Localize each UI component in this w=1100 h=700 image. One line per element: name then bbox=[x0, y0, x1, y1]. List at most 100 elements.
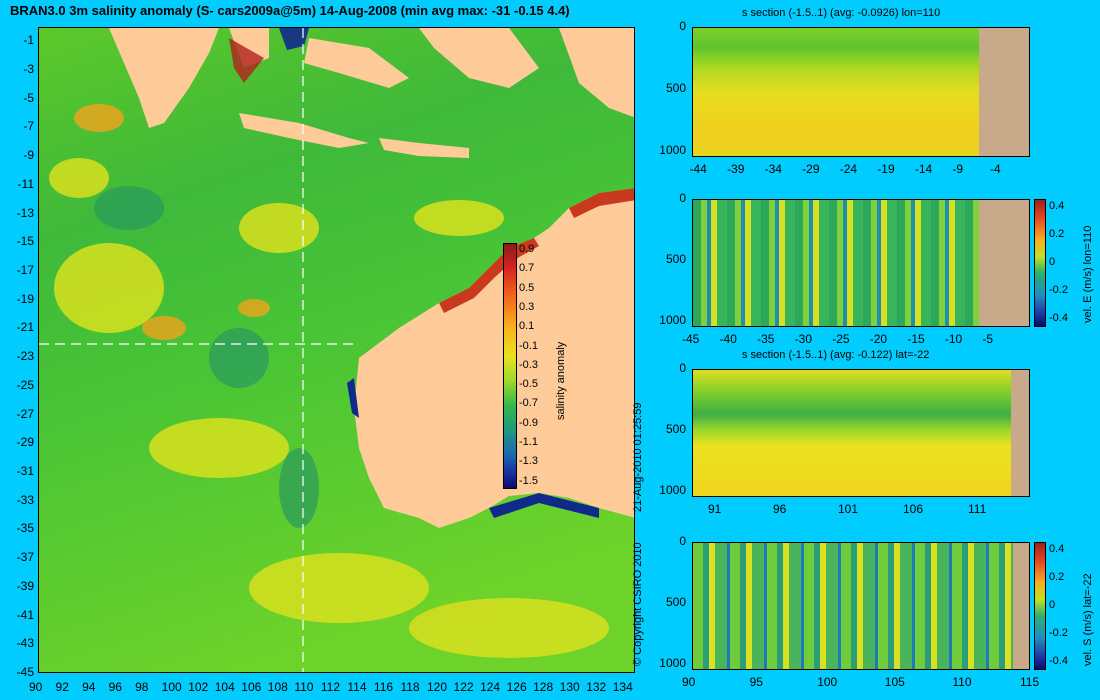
land-mask bbox=[979, 200, 1029, 326]
section-y-tick: 1000 bbox=[659, 312, 686, 327]
lat-tick-label: -3 bbox=[23, 62, 34, 77]
lat-tick-label: -43 bbox=[16, 636, 34, 651]
colorbar-tick-label: -0.7 bbox=[519, 397, 538, 410]
lat-tick-label: -5 bbox=[23, 90, 34, 105]
salinity-colorbar bbox=[503, 243, 517, 489]
lat-tick-label: -19 bbox=[16, 291, 34, 306]
section-x-tick: 100 bbox=[817, 675, 838, 689]
section-x-tick: -19 bbox=[877, 162, 895, 176]
velocity-colorbar-tick: 0 bbox=[1049, 256, 1056, 268]
lat-tick-label: -37 bbox=[16, 550, 34, 565]
lon-tick-label: 102 bbox=[188, 680, 209, 694]
section-x-tick: -34 bbox=[764, 162, 782, 176]
section-x-tick: 105 bbox=[884, 675, 905, 689]
lon-tick-label: 92 bbox=[55, 680, 69, 694]
lon-tick-label: 126 bbox=[506, 680, 527, 694]
section-y-tick: 1000 bbox=[659, 142, 686, 157]
velocity-colorbar bbox=[1034, 199, 1046, 327]
lon-tick-label: 90 bbox=[29, 680, 43, 694]
lon-tick-label: 104 bbox=[214, 680, 235, 694]
colorbar-tick-label: -1.5 bbox=[519, 474, 538, 487]
salinity-map-svg bbox=[39, 28, 634, 672]
lat-tick-label: -21 bbox=[16, 320, 34, 335]
section-y-tick: 0 bbox=[679, 19, 686, 33]
copyright: © Copyright CSIRO 2010 bbox=[632, 542, 644, 666]
lon-tick-label: 132 bbox=[586, 680, 607, 694]
lon-tick-label: 124 bbox=[480, 680, 501, 694]
section-x-tick: 106 bbox=[903, 502, 924, 516]
lon-tick-label: 128 bbox=[533, 680, 554, 694]
section-x-tick: -10 bbox=[944, 332, 963, 346]
lat-tick-label: -25 bbox=[16, 377, 34, 392]
section-x-tick: -35 bbox=[757, 332, 775, 346]
section-x-tick: -45 bbox=[682, 332, 700, 346]
lon-tick-label: 108 bbox=[267, 680, 288, 694]
section-x-tick: -40 bbox=[719, 332, 737, 346]
land-mask bbox=[979, 28, 1029, 156]
velocity-colorbar-tick: -0.2 bbox=[1049, 627, 1068, 639]
section-y-tick: 500 bbox=[665, 80, 686, 95]
lat-tick-label: -27 bbox=[16, 406, 34, 421]
section-title: s section (-1.5..1) (avg: -0.122) lat=-2… bbox=[742, 349, 930, 361]
section-y-tick: 0 bbox=[679, 361, 686, 375]
velocity-colorbar-tick: 0.4 bbox=[1049, 543, 1065, 555]
land-mask bbox=[1011, 370, 1029, 496]
velocity-colorbar-label: vel. S (m/s) lat=-22 bbox=[1082, 573, 1094, 666]
map-title: BRAN3.0 3m salinity anomaly (S- cars2009… bbox=[10, 3, 570, 18]
colorbar-tick-label: 0.3 bbox=[519, 300, 535, 313]
lon-tick-label: 116 bbox=[373, 680, 394, 694]
lat-tick-label: -1 bbox=[23, 33, 34, 48]
colorbar-tick-label: 0.1 bbox=[519, 320, 535, 333]
velocity-colorbar-tick: -0.4 bbox=[1049, 312, 1068, 324]
section-x-tick: 90 bbox=[682, 675, 696, 689]
salinity-colorbar-label: salinity anomaly bbox=[555, 341, 567, 420]
velocity-colorbar-label: vel. E (m/s) lon=110 bbox=[1082, 225, 1094, 323]
colorbar-tick-label: -1.1 bbox=[519, 436, 538, 448]
lat-tick-label: -17 bbox=[16, 263, 34, 278]
section-y-tick: 0 bbox=[679, 191, 686, 205]
velocity-colorbar bbox=[1034, 542, 1046, 670]
section-x-tick: -9 bbox=[952, 162, 964, 176]
section-x-tick: -24 bbox=[839, 162, 858, 176]
section-x-tick: -20 bbox=[869, 332, 888, 346]
velocity-colorbar-tick: 0.2 bbox=[1049, 228, 1065, 240]
section-x-tick: -29 bbox=[802, 162, 820, 176]
lon-tick-label: 94 bbox=[82, 680, 96, 694]
section-x-tick: 101 bbox=[838, 502, 859, 516]
lon-tick-label: 120 bbox=[427, 680, 448, 694]
colorbar-tick-label: 0.9 bbox=[519, 243, 535, 255]
land-mask bbox=[1013, 543, 1029, 669]
lat-tick-label: -29 bbox=[16, 435, 34, 450]
section-y-tick: 500 bbox=[665, 594, 686, 609]
lat-tick-label: -33 bbox=[16, 492, 34, 507]
colorbar-tick-label: -0.9 bbox=[519, 416, 538, 429]
lat-tick-label: -41 bbox=[16, 607, 34, 622]
section-plot bbox=[692, 199, 1030, 327]
section-x-tick: 115 bbox=[1020, 675, 1040, 689]
section-x-tick: -39 bbox=[727, 162, 745, 176]
section-x-tick: -5 bbox=[982, 332, 994, 346]
section-y-tick: 500 bbox=[665, 421, 686, 436]
lon-tick-label: 98 bbox=[135, 680, 149, 694]
section-x-tick: -30 bbox=[794, 332, 812, 346]
section-plot bbox=[692, 27, 1030, 157]
salinity-map bbox=[38, 27, 635, 673]
lon-tick-label: 100 bbox=[161, 680, 182, 694]
lon-tick-label: 118 bbox=[400, 680, 420, 694]
section-title: s section (-1.5..1) (avg: -0.0926) lon=1… bbox=[742, 7, 941, 19]
section-x-tick: 111 bbox=[968, 502, 987, 516]
lon-tick-label: 106 bbox=[241, 680, 262, 694]
timestamp: 21-Aug-2010 01:25:59 bbox=[632, 402, 644, 512]
lon-tick-label: 130 bbox=[559, 680, 580, 694]
lon-tick-label: 114 bbox=[347, 680, 367, 694]
velocity-colorbar-tick: 0.4 bbox=[1049, 200, 1065, 212]
colorbar-tick-label: -0.1 bbox=[519, 339, 538, 352]
section-x-tick: 110 bbox=[952, 675, 972, 689]
lat-tick-label: -35 bbox=[16, 521, 34, 536]
lat-tick-label: -13 bbox=[16, 205, 34, 220]
velocity-colorbar-tick: 0.2 bbox=[1049, 571, 1065, 583]
section-x-tick: -4 bbox=[989, 162, 1001, 176]
section-y-tick: 1000 bbox=[659, 482, 686, 497]
section-x-tick: -15 bbox=[907, 332, 925, 346]
section-y-tick: 500 bbox=[665, 251, 686, 266]
